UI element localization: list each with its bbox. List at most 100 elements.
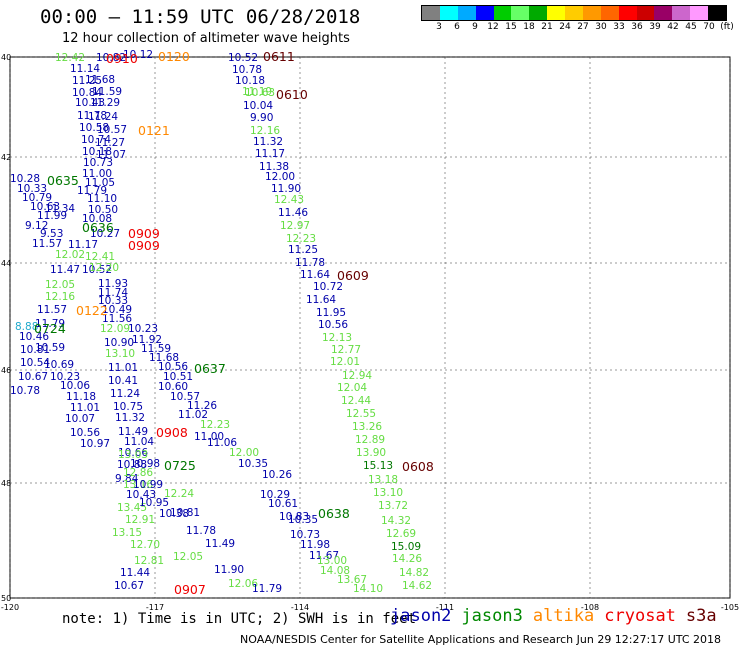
scale-label: 39 — [649, 22, 661, 32]
wave-height-value: 11.46 — [278, 207, 308, 219]
pass-time-label: 0611 — [263, 49, 295, 64]
wave-height-value: 11.10 — [87, 193, 117, 205]
wave-height-value: 11.64 — [300, 269, 330, 281]
wave-height-value: 14.10 — [353, 583, 383, 595]
latitude-label: 42 — [1, 153, 11, 162]
wave-height-value: 11.01 — [70, 402, 100, 414]
wave-height-value: 12.44 — [341, 395, 371, 407]
wave-height-value: 11.38 — [259, 161, 289, 173]
wave-height-value: 10.69 — [44, 359, 74, 371]
pass-time-label: 0909 — [128, 226, 160, 241]
wave-height-value: 10.04 — [243, 100, 273, 112]
scale-swatch — [565, 6, 583, 20]
scale-swatch — [439, 6, 458, 20]
wave-height-value: 11.04 — [124, 436, 154, 448]
wave-height-value: 10.08 — [82, 213, 112, 225]
wave-height-value: 12.13 — [322, 332, 352, 344]
scale-swatch — [457, 6, 476, 20]
wave-height-value: 12.77 — [331, 344, 361, 356]
wave-height-value: 11.24 — [88, 111, 118, 123]
legend-cryosat: cryosat — [604, 606, 676, 626]
wave-height-value: 10.78 — [10, 385, 40, 397]
pass-time-label: 0638 — [318, 506, 350, 521]
pass-time-label: 0121 — [138, 123, 170, 138]
wave-height-value: 11.49 — [205, 538, 235, 550]
wave-height-value: 13.45 — [117, 502, 147, 514]
wave-height-value: 12.91 — [125, 514, 155, 526]
scale-swatch — [600, 6, 619, 20]
wave-height-value: 12.02 — [55, 249, 85, 261]
wave-height-value: 11.32 — [253, 136, 283, 148]
longitude-label: -114 — [291, 603, 309, 612]
scale-label: 24 — [559, 22, 571, 32]
wave-height-value: 9.53 — [40, 228, 63, 240]
scale-swatch — [529, 6, 548, 20]
wave-height-value: 14.08 — [320, 565, 350, 577]
wave-height-value: 10.73 — [83, 157, 113, 169]
wave-height-value: 15.09 — [391, 541, 421, 553]
wave-height-value: 13.72 — [378, 500, 408, 512]
wave-height-value: 10.59 — [35, 342, 65, 354]
wave-height-value: 10.56 — [158, 361, 188, 373]
wave-height-value: 11.49 — [118, 426, 148, 438]
scale-label: 45 — [685, 22, 697, 32]
wave-height-value: 10.82 — [96, 52, 126, 64]
wave-height-value: 10.43 — [126, 489, 156, 501]
wave-height-value: 11.47 — [50, 264, 80, 276]
scale-label: 36 — [631, 22, 643, 32]
wave-height-value: 12.05 — [45, 279, 75, 291]
wave-height-value: 11.07 — [96, 149, 126, 161]
wave-height-value: 12.20 — [89, 262, 119, 274]
wave-height-value: 11.98 — [300, 539, 330, 551]
footnote: note: 1) Time is in UTC; 2) SWH is in fe… — [62, 611, 417, 627]
wave-height-value: 11.99 — [37, 210, 67, 222]
wave-height-value: 12.69 — [386, 528, 416, 540]
longitude-label: -111 — [436, 603, 454, 612]
wave-height-value: 10.41 — [108, 375, 138, 387]
wave-height-value: 12.97 — [280, 220, 310, 232]
wave-height-value: 10.78 — [232, 64, 262, 76]
scale-swatch — [547, 6, 565, 20]
wave-height-value: 13.00 — [317, 555, 347, 567]
wave-height-value: 12.41 — [85, 251, 115, 263]
wave-height-value: 10.99 — [133, 479, 163, 491]
wave-height-value: 12.05 — [173, 551, 203, 563]
color-scale-bar — [421, 5, 727, 21]
scale-label: 30 — [595, 22, 607, 32]
wave-height-value: 12.16 — [45, 291, 75, 303]
wave-height-value: 10.52 — [228, 52, 258, 64]
wave-height-value: 11.78 — [77, 110, 107, 122]
wave-height-value: 11.14 — [70, 63, 100, 75]
scale-label: 6 — [454, 22, 460, 32]
wave-height-value: 11.01 — [108, 362, 138, 374]
wave-height-value: 11.19 — [242, 86, 272, 98]
wave-height-value: 10.84 — [72, 87, 102, 99]
color-scale-labels: 3 6 9 12 15 18 21 24 27 30 33 36 39 42 45 70 (ft) — [421, 22, 734, 34]
scale-swatch — [511, 6, 530, 20]
wave-height-value: 12.23 — [200, 419, 230, 431]
wave-height-value: 11.79 — [35, 318, 65, 330]
latitude-label: 40 — [1, 53, 11, 62]
wave-height-value: 10.90 — [104, 337, 134, 349]
satellite-legend: jason2 jason3 altika cryosat s3a — [390, 606, 727, 626]
pass-time-label: 0610 — [276, 87, 308, 102]
wave-height-value: 12.00 — [229, 447, 259, 459]
pass-time-label: 0908 — [156, 425, 188, 440]
wave-height-value: 15.13 — [363, 460, 393, 472]
wave-height-value: 11.17 — [255, 148, 285, 160]
wave-height-value: 11.59 — [92, 86, 122, 98]
wave-height-value: 10.95 — [139, 497, 169, 509]
wave-height-value: 10.63 — [30, 201, 60, 213]
wave-height-value: 10.33 — [17, 183, 47, 195]
pass-time-label: 0636 — [82, 220, 114, 235]
wave-height-value: 12.04 — [337, 382, 367, 394]
wave-height-value: 10.35 — [288, 514, 318, 526]
wave-height-value: 10.33 — [98, 295, 128, 307]
wave-height-value: 11.18 — [66, 391, 96, 403]
wave-height-value: 10.81 — [170, 507, 200, 519]
wave-height-value: 10.79 — [22, 192, 52, 204]
wave-height-value: 12.16 — [250, 125, 280, 137]
scale-label: 12 — [487, 22, 499, 32]
wave-height-value: 11.57 — [32, 238, 62, 250]
wave-height-value: 11.26 — [187, 400, 217, 412]
